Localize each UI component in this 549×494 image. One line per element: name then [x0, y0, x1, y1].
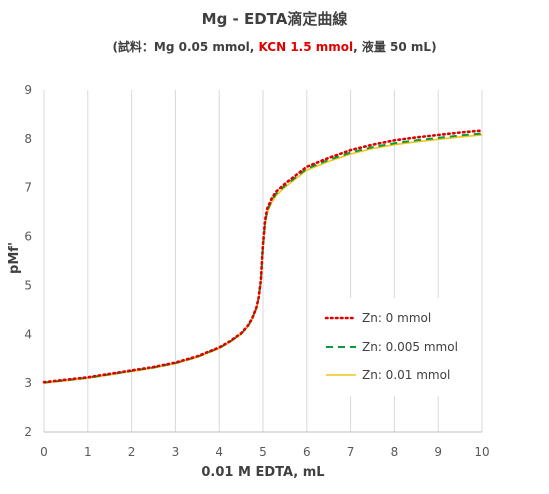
y-tick-label: 8 [24, 132, 32, 146]
legend-label-2: Zn: 0.005 mmol [362, 340, 458, 354]
legend-label-3: Zn: 0.01 mmol [362, 368, 450, 382]
x-tick-label: 4 [215, 445, 223, 459]
subtitle-prefix: (試料：Mg 0.05 mmol, [112, 40, 259, 54]
x-axis-title: 0.01 M EDTA, mL [201, 465, 324, 480]
x-tick-label: 3 [172, 445, 180, 459]
series-lines [42, 129, 484, 384]
legend: Zn: 0 mmol Zn: 0.005 mmol Zn: 0.01 mmol [312, 298, 472, 396]
subtitle-highlight: KCN 1.5 mmol [258, 40, 354, 54]
chart-title: Mg - EDTA滴定曲線 [201, 10, 348, 28]
x-tick-label: 5 [259, 445, 267, 459]
y-tick-label: 9 [24, 83, 32, 97]
y-tick-label: 5 [24, 278, 32, 292]
x-tick-label: 2 [128, 445, 136, 459]
y-tick-label: 3 [24, 376, 32, 390]
x-tick-label: 9 [434, 445, 442, 459]
y-tick-label: 4 [24, 327, 32, 341]
y-axis-title: pMf' [7, 242, 22, 274]
y-tick-label: 7 [24, 181, 32, 195]
x-tick-label: 0 [40, 445, 48, 459]
x-tick-label: 1 [84, 445, 92, 459]
y-tick-label: 2 [24, 425, 32, 439]
x-tick-label: 6 [303, 445, 311, 459]
x-tick-label: 8 [391, 445, 399, 459]
axes: 0 1 2 3 4 5 6 7 8 9 10 2 3 4 5 6 7 8 9 [24, 83, 489, 459]
y-tick-label: 6 [24, 230, 32, 244]
x-tick-label: 10 [474, 445, 489, 459]
chart-subtitle: (試料：Mg 0.05 mmol, KCN 1.5 mmol, 液量 50 mL… [0, 38, 549, 55]
subtitle-suffix: , 液量 50 mL) [353, 40, 437, 54]
series-line-1 [42, 129, 484, 384]
legend-label-1: Zn: 0 mmol [362, 311, 431, 325]
x-tick-label: 7 [347, 445, 355, 459]
